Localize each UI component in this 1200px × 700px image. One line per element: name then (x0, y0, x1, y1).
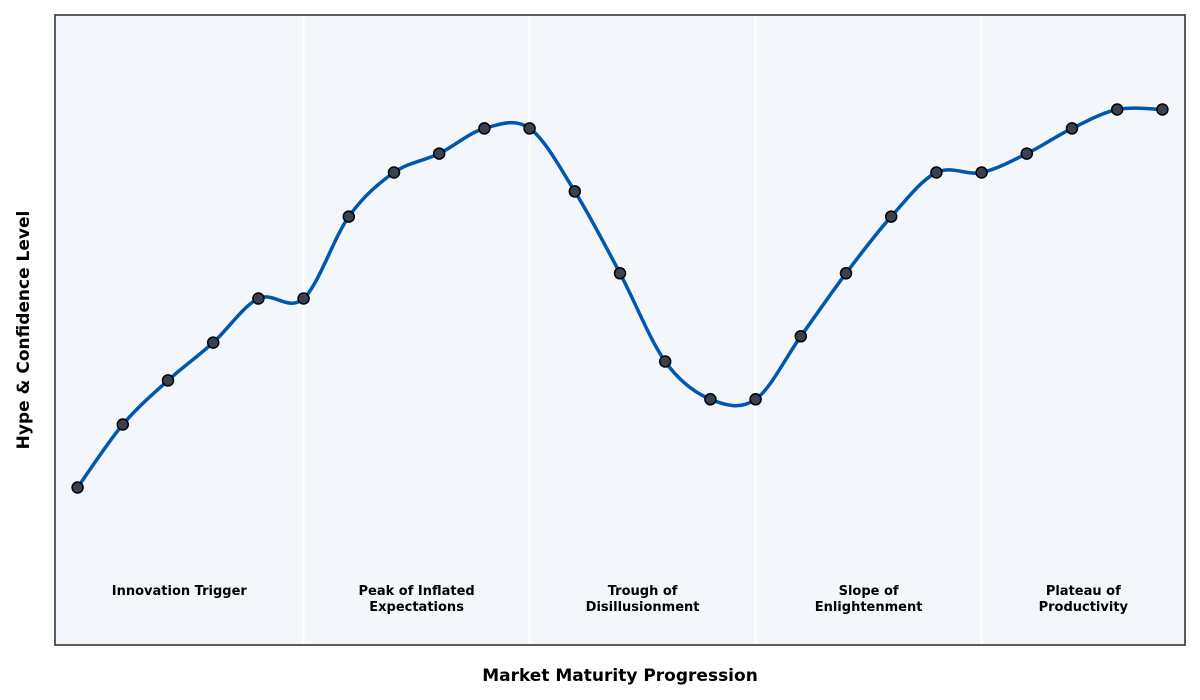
data-point (704, 393, 717, 406)
data-point (1065, 122, 1079, 135)
data-point (432, 147, 446, 160)
data-point (884, 210, 898, 223)
data-point (252, 292, 265, 305)
plot-background (55, 15, 1185, 645)
phase-label: Trough of Disillusionment (586, 584, 700, 615)
data-point (568, 185, 582, 198)
data-point (1110, 103, 1124, 116)
data-point (975, 166, 988, 179)
plot-frame (54, 14, 1186, 646)
data-point (523, 122, 536, 135)
data-point (116, 418, 130, 431)
y-axis-title: Hype & Confidence Level (14, 211, 34, 450)
data-point (613, 267, 627, 280)
phase-label: Slope of Enlightenment (815, 584, 923, 615)
data-point (794, 330, 808, 343)
phase-label: Plateau of Productivity (1039, 584, 1129, 615)
phase-labels: Innovation Trigger Peak of Inflated Expect… (112, 584, 1129, 615)
data-point (161, 374, 175, 387)
data-point (478, 122, 491, 135)
data-point (658, 355, 672, 368)
data-point (342, 210, 356, 223)
data-point (930, 166, 943, 179)
x-axis-title: Market Maturity Progression (482, 666, 758, 686)
phase-label: Innovation Trigger (112, 584, 248, 599)
data-point (297, 292, 310, 305)
data-point (749, 393, 762, 406)
data-point (839, 267, 853, 280)
data-points (71, 103, 1169, 494)
data-point (71, 481, 84, 494)
phase-label: Peak of Inflated Expectations (358, 584, 474, 615)
data-point (1156, 103, 1169, 116)
data-point (387, 166, 401, 179)
data-point (1020, 147, 1034, 160)
phase-dividers (302, 15, 983, 645)
data-point (206, 336, 220, 349)
